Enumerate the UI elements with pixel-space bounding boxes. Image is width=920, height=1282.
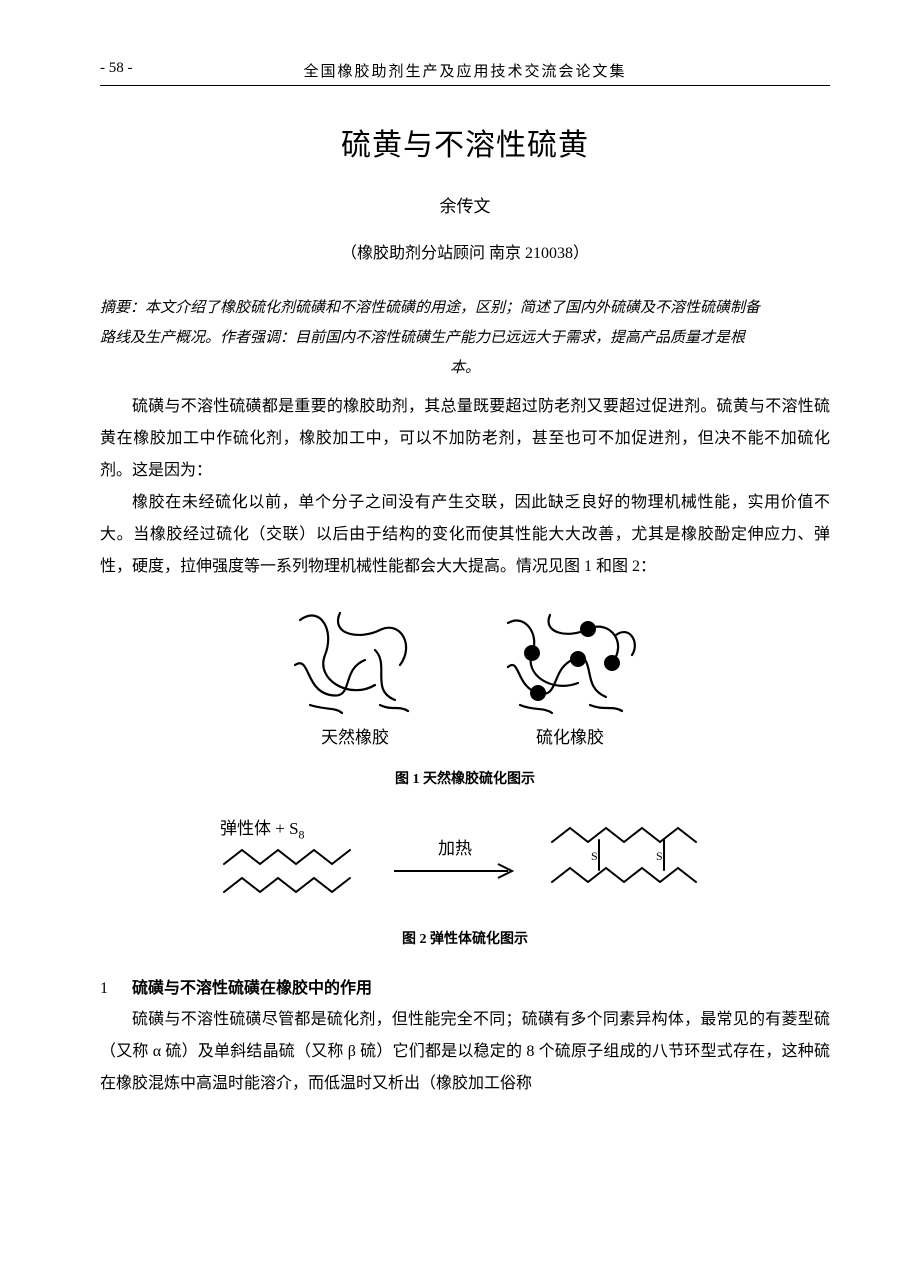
natural-rubber-icon [280,605,430,715]
running-header: - 58 - 全国橡胶助剂生产及应用技术交流会论文集 [100,60,830,86]
section-1-number: 1 [100,980,132,998]
abstract-line3: 本。 [100,353,830,383]
figure-2-left: 弹性体 + S8 [216,814,366,900]
figure-1-caption: 图 1 天然橡胶硫化图示 [100,768,830,788]
elastomer-chains-icon [216,842,366,900]
figure-2-right: S S [544,822,714,892]
affiliation: （橡胶助剂分站顾问 南京 210038） [100,239,830,263]
figure-2-formula: 弹性体 + S8 [220,814,366,842]
arrow-icon [390,861,520,881]
paragraph-1: 硫磺与不溶性硫磺都是重要的橡胶助剂，其总量既要超过防老剂又要超过促进剂。硫黄与不… [100,391,830,487]
page: - 58 - 全国橡胶助剂生产及应用技术交流会论文集 硫黄与不溶性硫黄 余传文 … [0,0,920,1282]
header-title: 全国橡胶助剂生产及应用技术交流会论文集 [170,60,760,81]
section-1-title: 硫磺与不溶性硫磺在橡胶中的作用 [132,980,372,997]
paper-title: 硫黄与不溶性硫黄 [100,120,830,164]
arrow-label: 加热 [390,834,520,859]
figure-1-left: 天然橡胶 [280,605,430,748]
abstract-line1: 本文介绍了橡胶硫化剂硫磺和不溶性硫磺的用途，区别；简述了国内外硫磺及不溶性硫磺制… [145,300,760,316]
figure-1: 天然橡胶 [100,605,830,788]
formula-sub: 8 [299,827,305,841]
s-label-2: S [656,849,663,863]
header-spacer [760,60,830,81]
vulcanized-rubber-icon [490,605,650,715]
page-number: - 58 - [100,60,170,81]
formula-prefix: 弹性体 + S [220,819,299,838]
section-1-heading: 1硫磺与不溶性硫磺在橡胶中的作用 [100,974,830,998]
figure-2-arrow: 加热 [390,834,520,881]
s-label-1: S [591,849,598,863]
section-1-paragraph: 硫磺与不溶性硫磺尽管都是硫化剂，但性能完全不同；硫磺有多个同素异构体，最常见的有… [100,1004,830,1100]
figure-2: 弹性体 + S8 加热 [100,814,830,948]
figure-1-row: 天然橡胶 [100,605,830,748]
author: 余传文 [100,192,830,217]
figure-1-right: 硫化橡胶 [490,605,650,748]
figure-1-right-label: 硫化橡胶 [490,723,650,748]
figure-1-left-label: 天然橡胶 [280,723,430,748]
figure-2-row: 弹性体 + S8 加热 [100,814,830,900]
crosslinked-chains-icon: S S [544,822,714,892]
paragraph-2: 橡胶在未经硫化以前，单个分子之间没有产生交联，因此缺乏良好的物理机械性能，实用价… [100,487,830,583]
abstract-label: 摘要： [100,300,145,316]
abstract: 摘要：本文介绍了橡胶硫化剂硫磺和不溶性硫磺的用途，区别；简述了国内外硫磺及不溶性… [100,293,830,383]
abstract-line2: 路线及生产概况。作者强调：目前国内不溶性硫磺生产能力已远远大于需求，提高产品质量… [100,330,745,346]
figure-2-caption: 图 2 弹性体硫化图示 [100,928,830,948]
